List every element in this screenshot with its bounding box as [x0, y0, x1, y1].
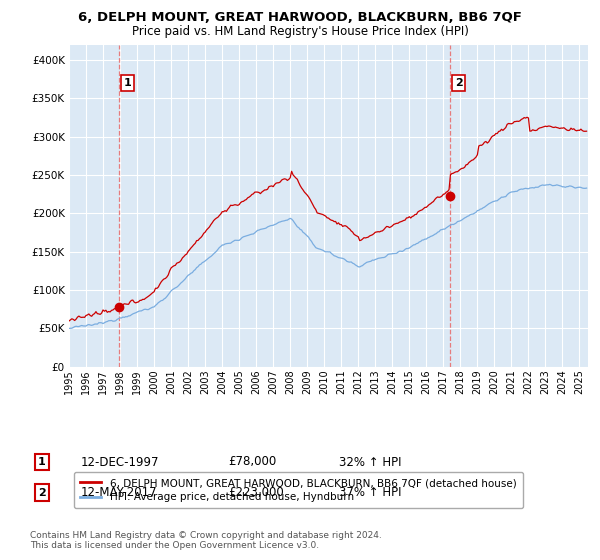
Legend: 6, DELPH MOUNT, GREAT HARWOOD, BLACKBURN, BB6 7QF (detached house), HPI: Average: 6, DELPH MOUNT, GREAT HARWOOD, BLACKBURN…	[74, 472, 523, 508]
Text: 37% ↑ HPI: 37% ↑ HPI	[339, 486, 401, 500]
Text: Contains HM Land Registry data © Crown copyright and database right 2024.
This d: Contains HM Land Registry data © Crown c…	[30, 531, 382, 550]
Text: 12-MAY-2017: 12-MAY-2017	[81, 486, 158, 500]
Text: 1: 1	[124, 78, 131, 88]
Text: 2: 2	[455, 78, 463, 88]
Text: 12-DEC-1997: 12-DEC-1997	[81, 455, 160, 469]
Text: £78,000: £78,000	[228, 455, 276, 469]
Text: 6, DELPH MOUNT, GREAT HARWOOD, BLACKBURN, BB6 7QF: 6, DELPH MOUNT, GREAT HARWOOD, BLACKBURN…	[78, 11, 522, 24]
Text: £223,000: £223,000	[228, 486, 284, 500]
Text: Price paid vs. HM Land Registry's House Price Index (HPI): Price paid vs. HM Land Registry's House …	[131, 25, 469, 38]
Text: 1: 1	[38, 457, 46, 467]
Text: 2: 2	[38, 488, 46, 498]
Text: 32% ↑ HPI: 32% ↑ HPI	[339, 455, 401, 469]
